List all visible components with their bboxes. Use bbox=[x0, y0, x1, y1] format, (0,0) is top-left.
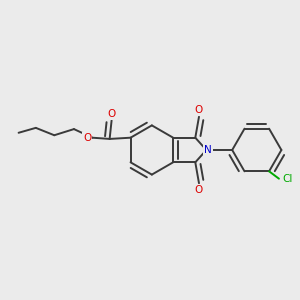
Text: O: O bbox=[83, 133, 92, 143]
Text: O: O bbox=[195, 185, 203, 195]
Text: O: O bbox=[195, 105, 203, 115]
Text: O: O bbox=[107, 109, 116, 119]
Text: Cl: Cl bbox=[283, 174, 293, 184]
Text: N: N bbox=[204, 145, 212, 155]
